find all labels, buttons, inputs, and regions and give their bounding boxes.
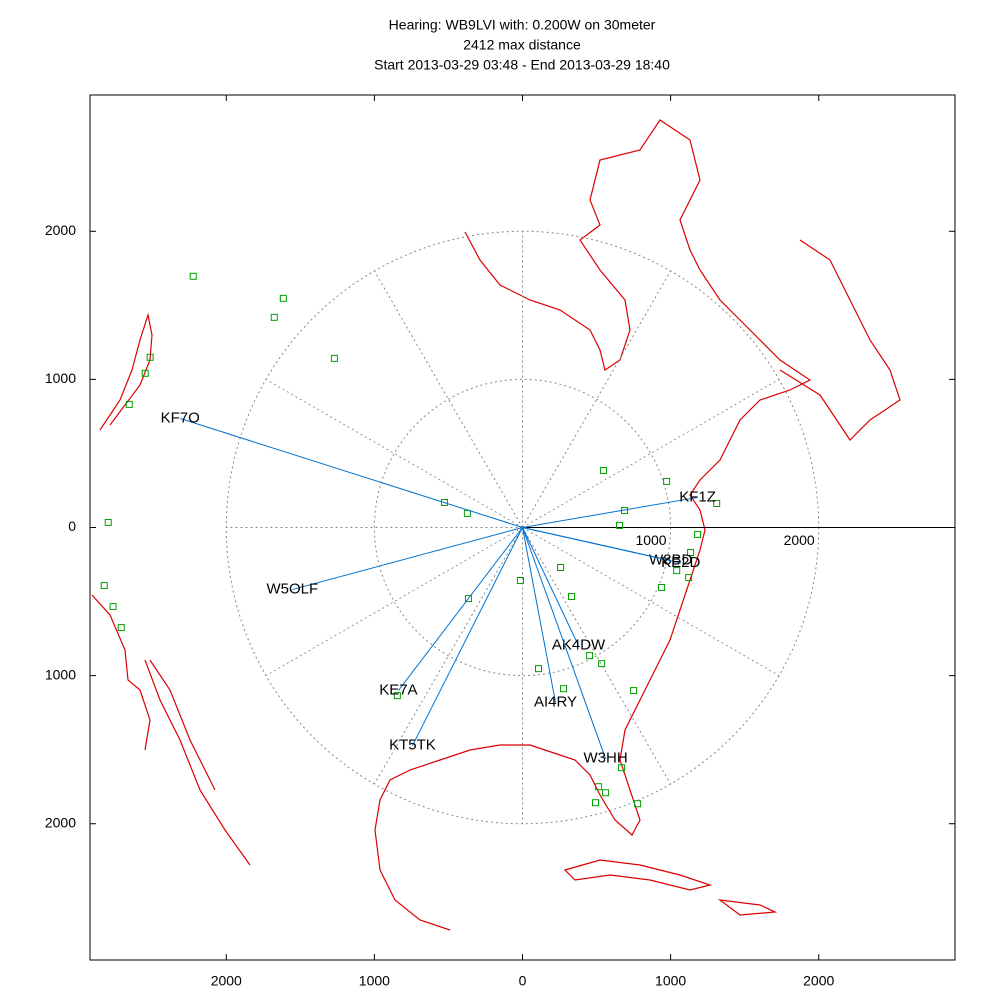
path-line [522, 496, 698, 528]
station-label: W5OLF [266, 581, 318, 598]
station-label: W3HH [584, 750, 628, 767]
spot [663, 477, 671, 485]
y-tick-label: 1000 [45, 666, 76, 682]
x-tick-label: 2000 [803, 973, 834, 989]
spot [568, 593, 576, 601]
spot [560, 685, 568, 693]
path-line [522, 527, 557, 703]
station-label: W8BD [649, 551, 693, 568]
spot [713, 500, 721, 508]
spot [630, 687, 638, 695]
spot [694, 530, 702, 538]
x-tick-label: 1000 [655, 973, 686, 989]
spot [117, 624, 125, 632]
spot [100, 582, 108, 590]
spot [600, 466, 608, 474]
station-label: KT5TK [389, 737, 436, 754]
spot [598, 660, 606, 668]
spot [516, 577, 524, 585]
path-line [522, 527, 607, 759]
path-line [180, 418, 523, 528]
station-label: AI4RY [534, 694, 577, 711]
title-line: Hearing: WB9LVI with: 0.200W on 30meter [389, 17, 656, 33]
spot [146, 353, 154, 361]
spot [279, 294, 287, 302]
radial-line [265, 378, 523, 528]
radial-line [265, 527, 523, 677]
spot [189, 272, 197, 280]
spot [685, 574, 693, 582]
coastline [91, 119, 901, 931]
spot [595, 783, 603, 791]
spot [634, 800, 642, 808]
spot [141, 369, 149, 377]
radial-line [373, 527, 523, 785]
radial-line [522, 270, 672, 528]
spot [616, 521, 624, 529]
spot [618, 764, 626, 772]
station-label: KF7O [161, 409, 200, 426]
x-tick-label: 1000 [359, 973, 390, 989]
title-line: Start 2013-03-29 03:48 - End 2013-03-29 … [374, 57, 670, 73]
spot [393, 692, 401, 700]
y-tick-label: 0 [68, 518, 76, 534]
y-tick-label: 2000 [45, 814, 76, 830]
radial-line [522, 527, 672, 785]
station-label: AK4DW [552, 637, 606, 654]
spot [464, 595, 472, 603]
spot [440, 498, 448, 506]
ring-label: 2000 [784, 532, 815, 548]
spot [687, 549, 695, 557]
x-tick-label: 2000 [211, 973, 242, 989]
station-label: KE2D [661, 554, 700, 571]
x-tick-label: 0 [519, 973, 527, 989]
path-line [522, 527, 579, 646]
path-line [292, 527, 523, 591]
spot [673, 567, 681, 575]
radial-line [373, 270, 523, 528]
spot [534, 665, 542, 673]
path-line [397, 527, 523, 691]
path-line [412, 527, 523, 746]
radial-line [522, 378, 780, 528]
station-label: KE7A [379, 682, 417, 699]
spot [658, 583, 666, 591]
spot [270, 313, 278, 321]
spot [109, 603, 117, 611]
spot [557, 563, 565, 571]
spot [125, 400, 133, 408]
radial-line [522, 527, 780, 677]
y-tick-label: 1000 [45, 370, 76, 386]
spot [104, 518, 112, 526]
spot [330, 354, 338, 362]
spot [592, 799, 600, 807]
y-tick-label: 2000 [45, 222, 76, 238]
spot [602, 789, 610, 797]
station-label: KF1Z [679, 488, 716, 505]
path-line [522, 527, 681, 564]
ring-label: 1000 [635, 532, 666, 548]
title-line: 2412 max distance [463, 37, 581, 53]
spot [586, 652, 594, 660]
